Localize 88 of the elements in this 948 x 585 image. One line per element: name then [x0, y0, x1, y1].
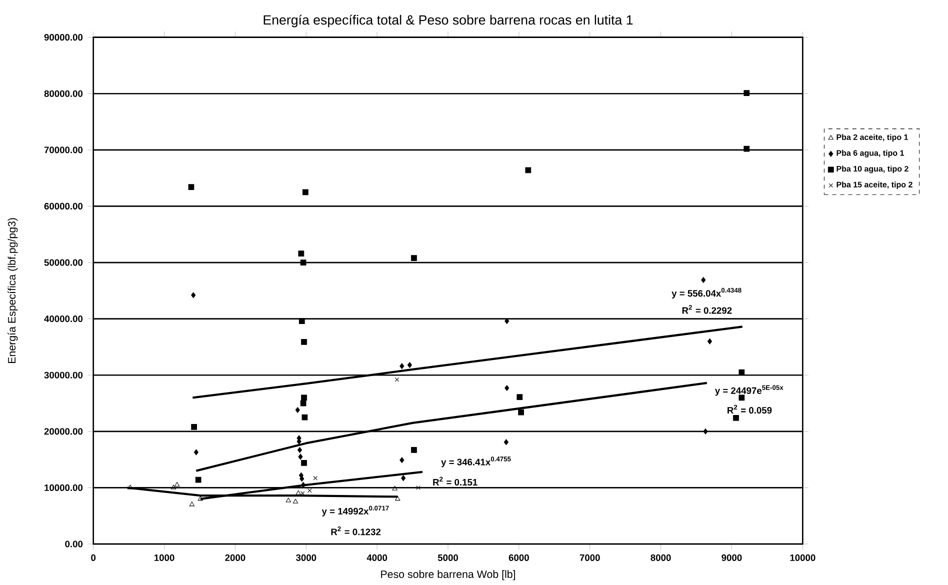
point [313, 476, 318, 480]
point [400, 457, 404, 464]
legend-label: Pba 15 aceite, tipo 2 [836, 182, 912, 189]
point [292, 498, 298, 504]
point [300, 260, 306, 266]
point [296, 490, 301, 495]
x-tick-label: 10000 [790, 554, 816, 561]
y-tick-label: 70000.00 [44, 146, 83, 154]
x-axis-title: Peso sobre barrena Wob [lb] [381, 570, 516, 580]
point [703, 428, 708, 434]
legend-label: Pba 6 agua, tipo 1 [836, 150, 904, 158]
annotation: R$^{2}$ = 0.151 [433, 476, 478, 486]
annotation: R$^{2}$ = 0.059 [728, 404, 772, 414]
point [518, 409, 524, 416]
x-tick-label: 7000 [580, 554, 600, 561]
point [300, 491, 305, 496]
point [128, 484, 133, 490]
y-tick-label: 80000.00 [44, 90, 83, 97]
point [504, 439, 508, 446]
point [174, 482, 180, 486]
legend-label: Pba 2 aceite, tipo 1 [836, 134, 908, 142]
annotation: R$^{2}$ = 0.1232 [331, 526, 381, 536]
annotation: y = 14992x$^{0.0717}$ [322, 506, 389, 516]
chart-title: Energía específica total & Peso sobre barrena rocas en lutita 1 [264, 14, 633, 28]
point [301, 460, 307, 466]
point [504, 385, 510, 391]
point [295, 407, 300, 413]
point [738, 394, 745, 401]
point [191, 292, 196, 298]
point [189, 502, 195, 506]
point [392, 486, 398, 490]
point [298, 250, 304, 256]
point [416, 486, 420, 490]
y-tick-label: 0.00 [65, 540, 83, 548]
point [170, 484, 176, 490]
point [516, 394, 523, 400]
point [395, 496, 400, 501]
annotation: y = 24497e$^{5E-05x}$ [714, 385, 784, 396]
x-tick-label: 0 [91, 554, 96, 561]
point [525, 167, 532, 174]
point [308, 488, 312, 493]
point [411, 447, 417, 453]
annotation: R$^{2}$ = 0.2292 [682, 305, 732, 314]
y-tick-label: 30000.00 [44, 372, 83, 378]
x-tick-label: 6000 [508, 554, 529, 561]
x-tick-label: 4000 [366, 554, 388, 561]
x-tick-label: 8000 [650, 554, 671, 561]
point [701, 277, 706, 283]
point [298, 454, 303, 460]
line-series [195, 382, 708, 472]
y-tick-label: 90000.00 [44, 34, 83, 41]
point [286, 498, 291, 502]
y-tick-label: 50000.00 [44, 259, 83, 266]
point [301, 338, 307, 345]
point [733, 414, 739, 421]
point [744, 146, 750, 152]
x-tick-label: 3000 [296, 554, 316, 562]
point [302, 414, 308, 420]
y-tick-label: 20000.00 [44, 428, 83, 435]
point [195, 476, 202, 483]
point [707, 338, 712, 344]
point [191, 424, 197, 430]
x-tick-label: 5000 [438, 554, 458, 561]
point [300, 400, 306, 406]
point [301, 394, 307, 401]
point [411, 255, 417, 261]
point [504, 318, 510, 324]
point [401, 475, 406, 482]
point [394, 377, 400, 382]
x-tick-label: 1000 [154, 554, 174, 561]
y-axis-title: Energía Específica (lbf.pg/pg3) [8, 218, 18, 364]
point [298, 318, 305, 324]
point [297, 447, 302, 453]
x-tick-label: 2000 [225, 554, 246, 561]
point [194, 449, 198, 456]
y-tick-label: 40000.00 [44, 316, 83, 322]
point [400, 363, 404, 370]
point [407, 362, 412, 368]
legend-label: Pba 10 agua, tipo 2 [836, 166, 908, 174]
y-tick-label: 60000.00 [44, 202, 83, 210]
x-tick-label: 9000 [722, 554, 742, 561]
point [744, 90, 750, 96]
annotation: y = 556.04x$^{0.4348}$ [672, 288, 742, 299]
point [302, 189, 308, 196]
y-tick-label: 10000.00 [44, 484, 83, 491]
annotation: y = 346.41x$^{0.4755}$ [441, 456, 511, 468]
point [198, 496, 204, 501]
point [188, 184, 194, 190]
